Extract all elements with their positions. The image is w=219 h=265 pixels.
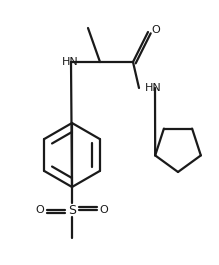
Text: HN: HN	[62, 57, 79, 67]
Text: O: O	[100, 205, 108, 215]
Text: O: O	[152, 25, 160, 35]
Text: HN: HN	[145, 83, 162, 93]
Text: S: S	[68, 204, 76, 217]
Text: O: O	[36, 205, 44, 215]
